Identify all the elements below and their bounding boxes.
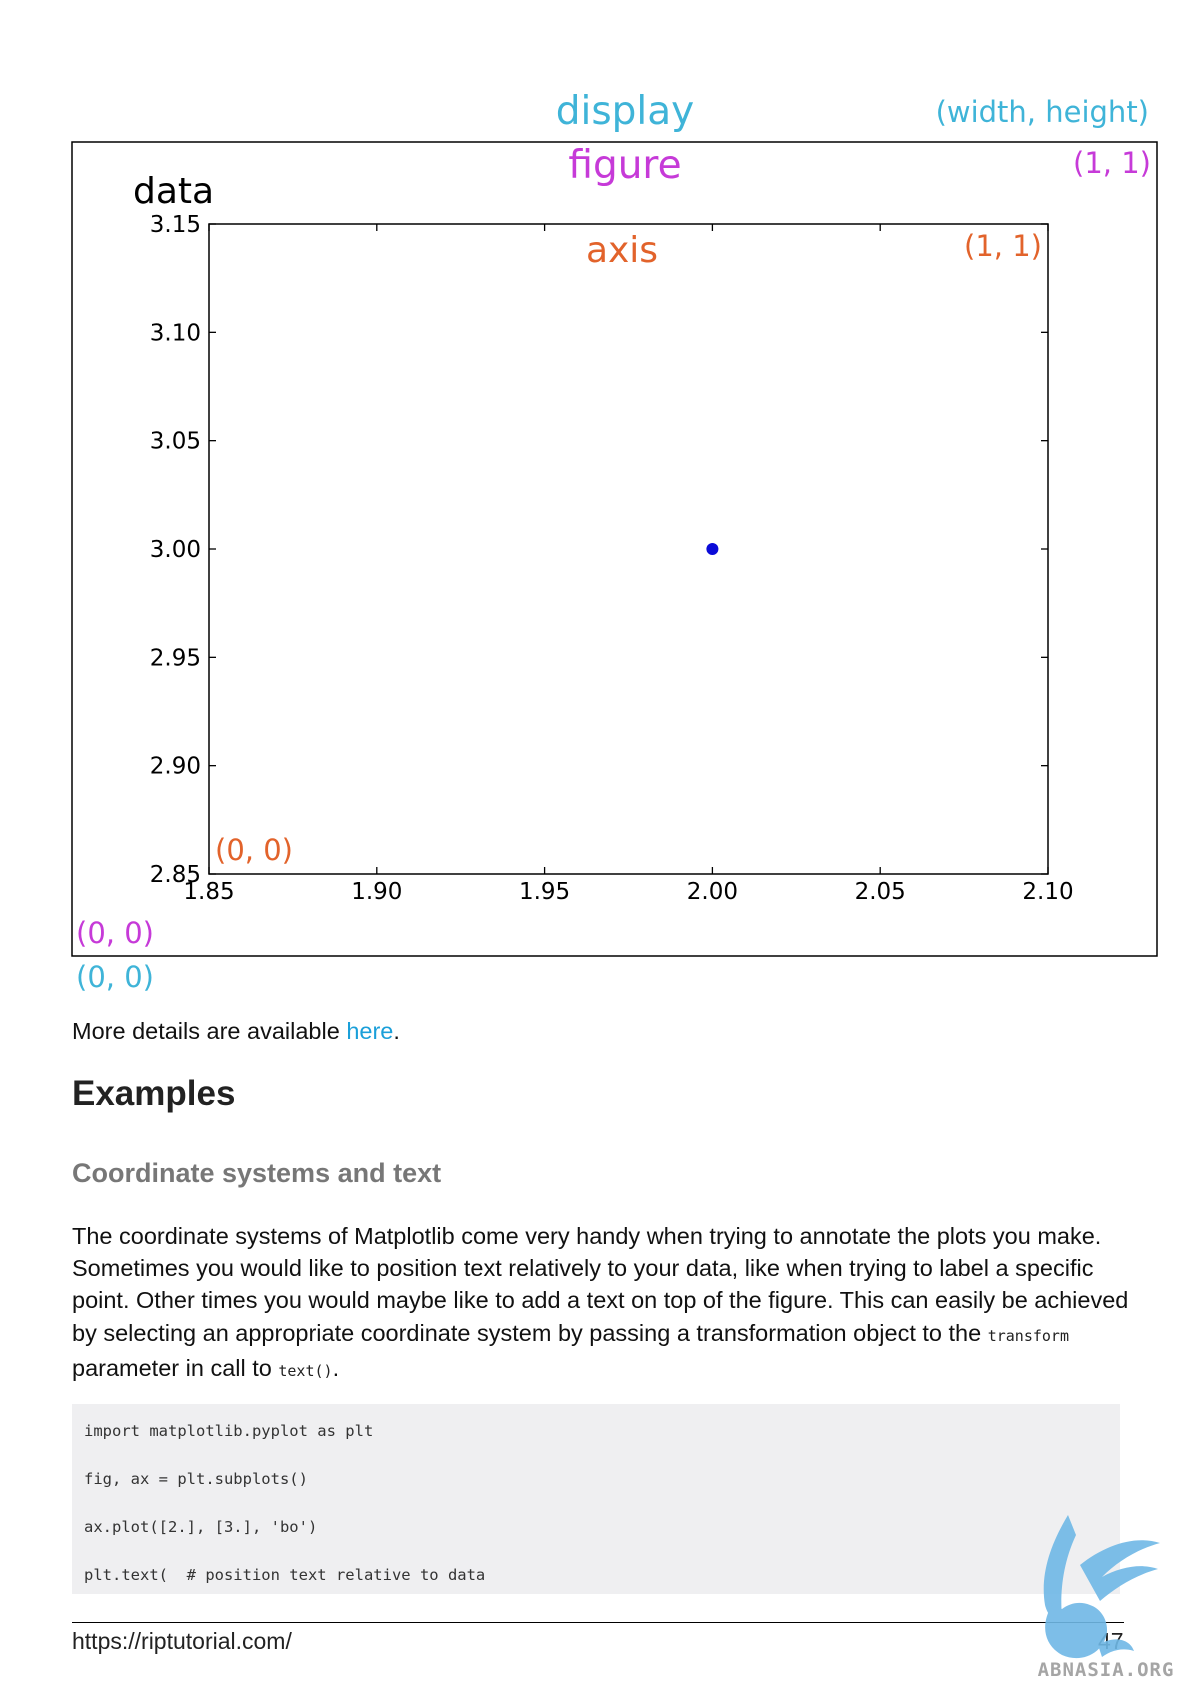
code-line-1: import matplotlib.pyplot as plt xyxy=(84,1422,374,1440)
inline-code-text: text() xyxy=(278,1361,333,1380)
code-line-4: plt.text( # position text relative to da… xyxy=(84,1566,486,1584)
tick-labels-group: 1.85 1.90 1.95 2.00 2.05 2.10 2.85 2.90 2.95 3.00… xyxy=(150,212,1074,905)
y-tick-label: 3.00 xyxy=(150,537,201,563)
paragraph-text: The coordinate systems of Matplotlib com… xyxy=(72,1223,1129,1346)
coordinate-systems-figure: 1.85 1.90 1.95 2.00 2.05 2.10 2.85 2.90 2.95 3.00… xyxy=(71,89,1158,994)
pegasus-logo-icon: ABNASIA.ORG xyxy=(1038,1515,1175,1681)
y-tick-label: 3.05 xyxy=(150,429,201,455)
axes-frame xyxy=(208,223,1049,875)
x-tick-label: 1.95 xyxy=(519,879,570,905)
code-block[interactable]: import matplotlib.pyplot as plt fig, ax … xyxy=(72,1404,1120,1594)
y-tick-label: 3.10 xyxy=(150,320,201,346)
label-data: data xyxy=(133,171,214,212)
x-tick-label: 1.85 xyxy=(183,879,234,905)
label-axis: axis xyxy=(586,230,658,271)
figure-svg: 1.85 1.90 1.95 2.00 2.05 2.10 2.85 2.90 2.95 3.00… xyxy=(71,89,1158,994)
label-display-bottom-left: (0, 0) xyxy=(76,960,154,994)
y-tick-label: 2.85 xyxy=(150,862,201,888)
figure-frame xyxy=(71,141,1158,957)
more-details-link[interactable]: here xyxy=(346,1018,394,1044)
label-figure-bottom-left: (0, 0) xyxy=(76,916,154,950)
label-axis-top-right: (1, 1) xyxy=(964,229,1042,263)
ticks-group xyxy=(208,223,1049,875)
y-tick-label: 2.95 xyxy=(150,645,201,671)
more-details-line: More details are available here. xyxy=(72,1015,1132,1047)
watermark-text: ABNASIA.ORG xyxy=(1038,1659,1175,1680)
paragraph-text-end: . xyxy=(332,1354,340,1381)
body-paragraph: The coordinate systems of Matplotlib com… xyxy=(72,1220,1132,1387)
heading-coordinate-systems: Coordinate systems and text xyxy=(72,1158,442,1188)
x-tick-label: 2.05 xyxy=(855,879,906,905)
y-tick-label: 3.15 xyxy=(150,212,201,238)
points-group xyxy=(706,543,719,555)
paragraph-text-mid: parameter in call to xyxy=(72,1354,279,1381)
x-tick-label: 2.00 xyxy=(687,879,738,905)
code-line-3: ax.plot([2.], [3.], 'bo') xyxy=(84,1518,318,1536)
x-tick-label: 2.10 xyxy=(1022,879,1073,905)
y-tick-label: 2.90 xyxy=(150,754,201,780)
x-tick-label: 1.90 xyxy=(351,879,402,905)
more-details-period: . xyxy=(393,1018,400,1044)
footer-divider xyxy=(72,1622,1124,1623)
data-point xyxy=(706,543,719,555)
label-figure-top-right: (1, 1) xyxy=(1073,146,1151,180)
label-display: display xyxy=(556,89,694,134)
label-figure: figure xyxy=(568,143,681,188)
footer-url[interactable]: https://riptutorial.com/ xyxy=(72,1628,292,1654)
inline-code-transform: transform xyxy=(987,1326,1069,1345)
watermark: ABNASIA.ORG xyxy=(1010,1505,1190,1681)
code-line-2: fig, ax = plt.subplots() xyxy=(84,1470,308,1488)
label-axis-bottom-left: (0, 0) xyxy=(215,833,293,867)
more-details-text: More details are available xyxy=(72,1018,347,1044)
label-display-top-right: (width, height) xyxy=(936,95,1149,129)
heading-examples: Examples xyxy=(72,1074,236,1113)
